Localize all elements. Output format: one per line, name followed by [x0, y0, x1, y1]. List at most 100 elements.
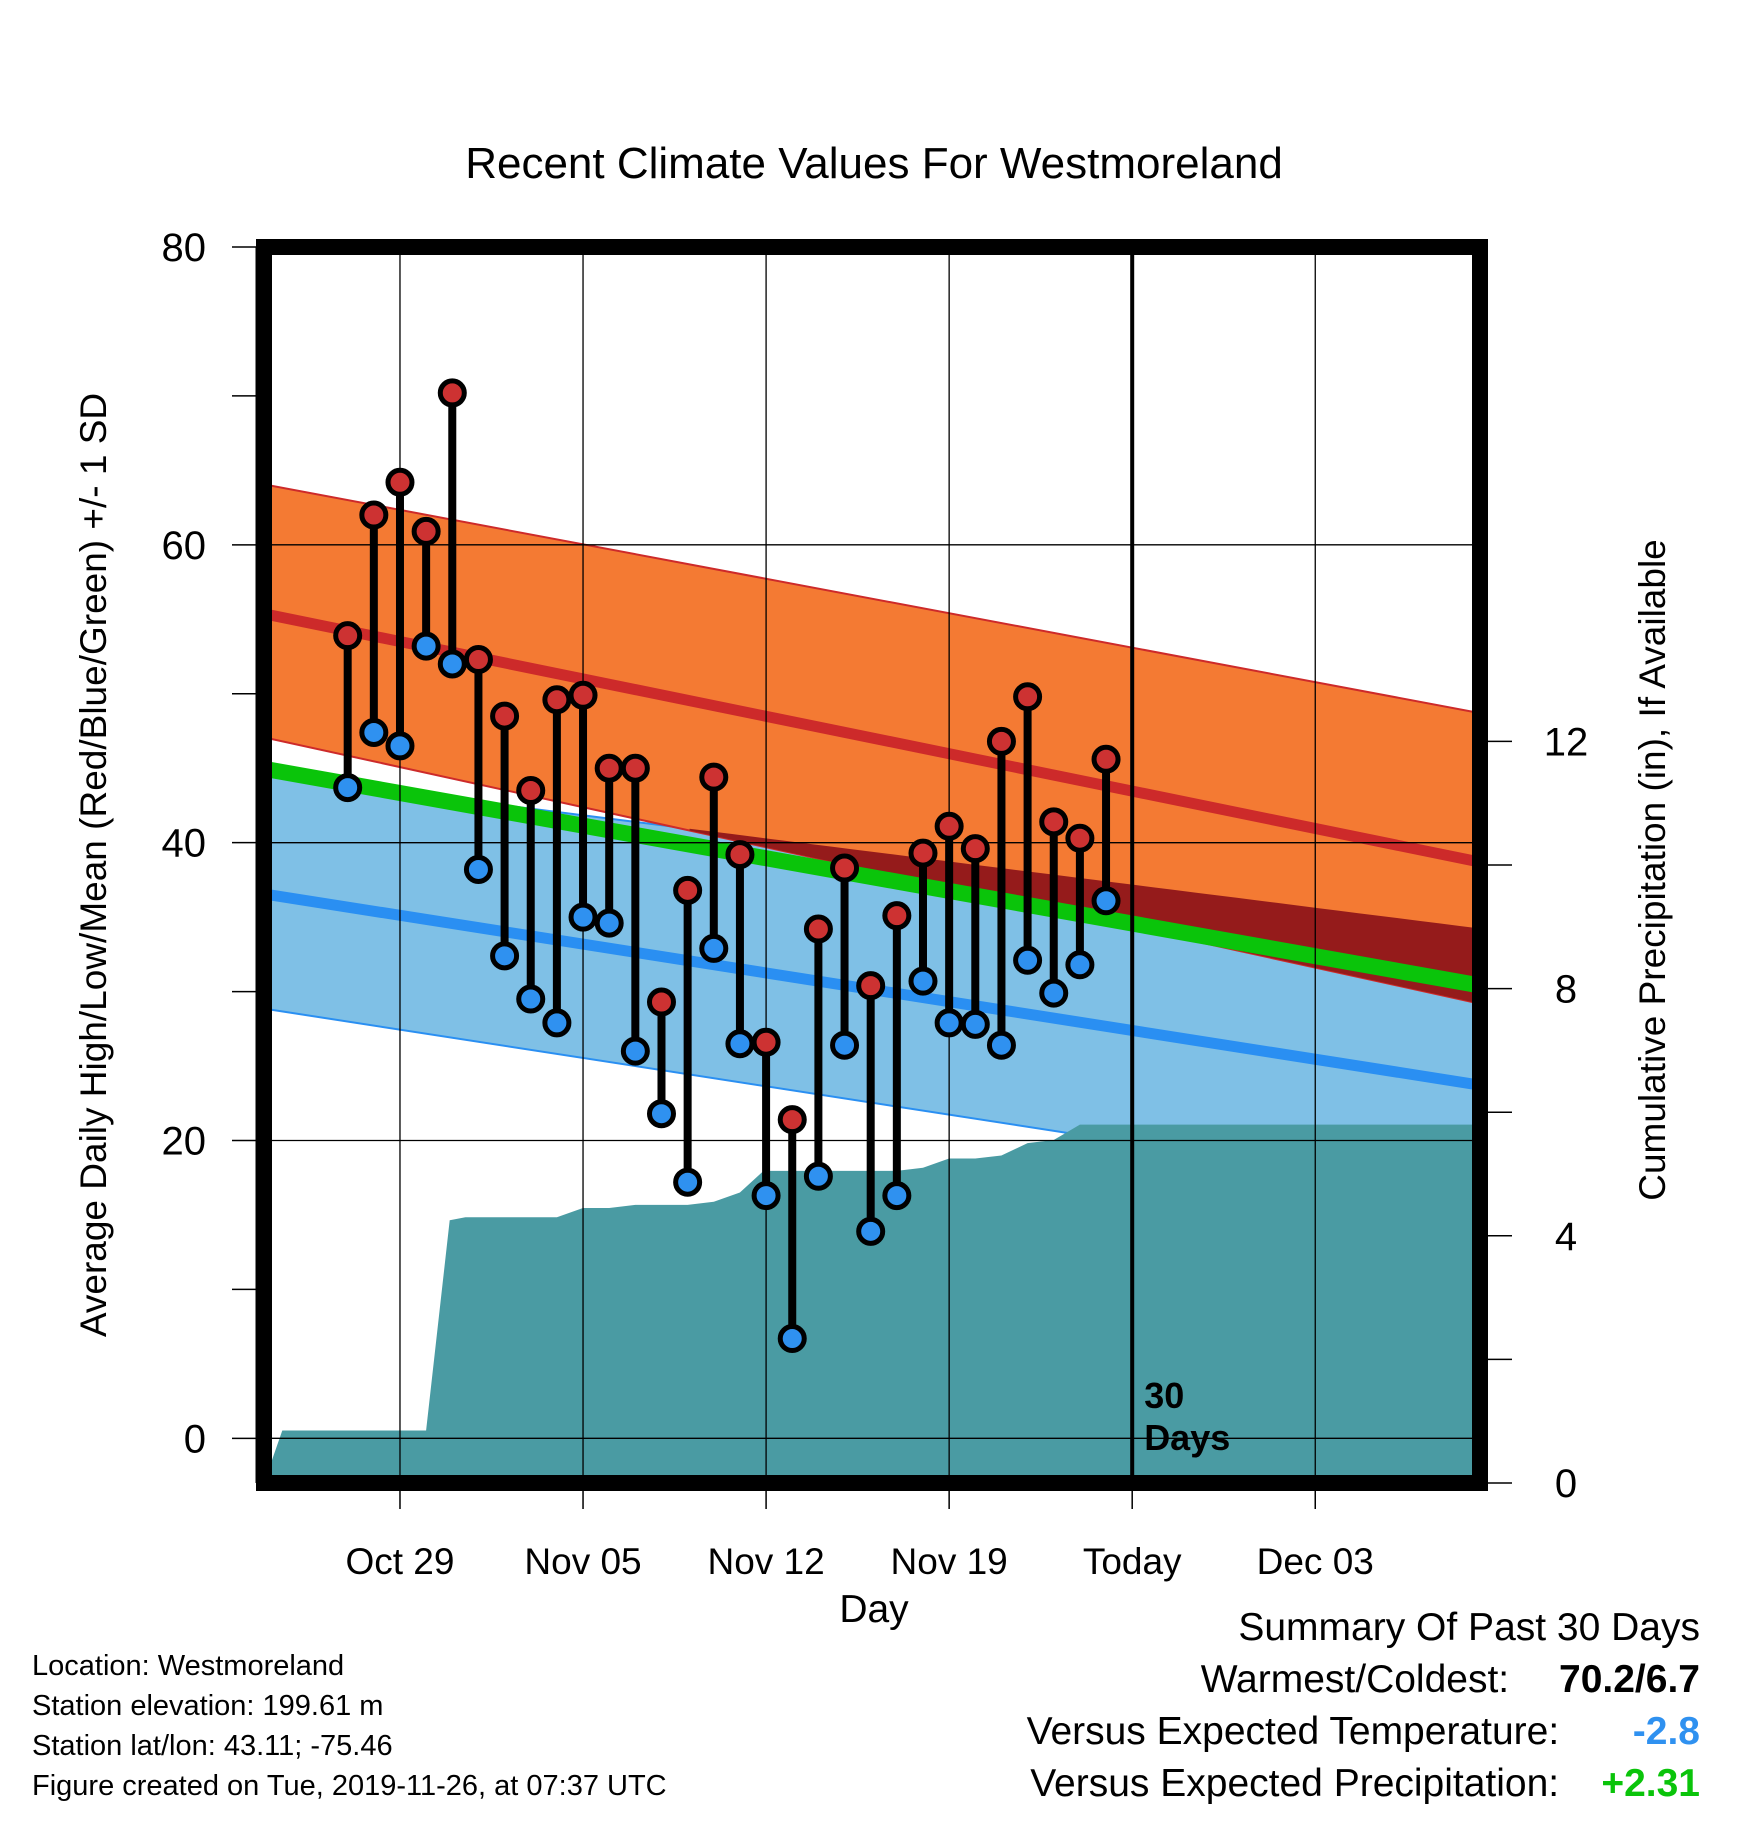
today-days-label: 30 Days	[1144, 1375, 1230, 1458]
x-tick-label: Dec 03	[1257, 1541, 1374, 1582]
obs-high-point	[1065, 823, 1095, 853]
location-text: Location: Westmoreland	[32, 1650, 345, 1682]
obs-high-point	[359, 500, 389, 530]
obs-high-point	[594, 753, 624, 783]
obs-high-point	[960, 834, 990, 864]
summary-heading: Summary Of Past 30 Days	[1238, 1606, 1700, 1649]
obs-high-point	[490, 701, 520, 731]
obs-low-point	[725, 1029, 755, 1059]
obs-high-point	[777, 1105, 807, 1135]
summary-row-precip: Versus Expected Precipitation: +2.31	[1027, 1762, 1700, 1814]
obs-low-point	[934, 1008, 964, 1038]
y-tick-label: 0	[184, 1417, 206, 1461]
obs-high-point	[411, 516, 441, 546]
y-tick-label: 40	[162, 822, 207, 866]
obs-high-point	[725, 840, 755, 870]
x-tick-label: Nov 12	[707, 1541, 824, 1582]
obs-high-point	[646, 987, 676, 1017]
x-tick-label: Today	[1083, 1541, 1182, 1582]
obs-high-point	[333, 621, 363, 651]
precip-anomaly-value: +2.31	[1601, 1762, 1700, 1805]
obs-low-point	[646, 1099, 676, 1129]
x-tick-label: Nov 05	[524, 1541, 641, 1582]
obs-high-point	[934, 811, 964, 841]
y-axis-label: Average Daily High/Low/Mean (Red/Blue/Gr…	[73, 393, 114, 1337]
obs-high-point	[1039, 807, 1069, 837]
obs-high-point	[803, 914, 833, 944]
obs-high-point	[1091, 744, 1121, 774]
obs-low-point	[856, 1216, 886, 1246]
y-tick-label: 20	[162, 1119, 207, 1163]
warmest-coldest-value: 70.2/6.7	[1559, 1658, 1700, 1701]
obs-low-point	[777, 1324, 807, 1354]
obs-low-point	[699, 933, 729, 963]
x-tick-label: Oct 29	[345, 1541, 454, 1582]
elevation-text: Station elevation: 199.61 m	[32, 1690, 384, 1722]
obs-low-point	[1065, 950, 1095, 980]
y2-tick-label: 4	[1555, 1215, 1577, 1259]
precip-area	[264, 1124, 1480, 1483]
obs-low-point	[359, 717, 389, 747]
obs-high-point	[620, 753, 650, 783]
expected-high-band	[264, 483, 1480, 1005]
obs-high-point	[908, 838, 938, 868]
y2-axis-label: Cumulative Precipitation (in), If Availa…	[1632, 539, 1673, 1201]
obs-low-point	[673, 1167, 703, 1197]
plot-frame	[256, 239, 1488, 1491]
latlon-text: Station lat/lon: 43.11; -75.46	[32, 1730, 393, 1762]
obs-high-point	[463, 644, 493, 674]
obs-high-point	[699, 762, 729, 792]
obs-low-point	[490, 941, 520, 971]
obs-low-point	[437, 649, 467, 679]
obs-low-point	[411, 631, 441, 661]
obs-low-point	[516, 984, 546, 1014]
obs-low-point	[568, 902, 598, 932]
today-days-label-line: Days	[1144, 1417, 1230, 1458]
obs-low-point	[385, 731, 415, 761]
obs-low-point	[803, 1161, 833, 1191]
obs-high-point	[856, 971, 886, 1001]
expected-mean-line	[264, 760, 1480, 994]
obs-high-point	[986, 726, 1016, 756]
obs-low-point	[960, 1009, 990, 1039]
obs-high-point	[830, 853, 860, 883]
x-tick-label: Nov 19	[891, 1541, 1008, 1582]
temp-anomaly-label: Versus Expected Temperature:	[1026, 1710, 1560, 1753]
y2-tick-label: 12	[1544, 720, 1589, 764]
obs-low-point	[333, 773, 363, 803]
obs-high-point	[516, 776, 546, 806]
obs-high-point	[751, 1027, 781, 1057]
obs-low-point	[986, 1030, 1016, 1060]
obs-low-point	[908, 966, 938, 996]
obs-low-point	[620, 1036, 650, 1066]
station-info: Location: Westmoreland Station elevation…	[32, 1646, 667, 1806]
summary-row-temp: Versus Expected Temperature: -2.8	[1027, 1710, 1700, 1762]
y2-tick-label: 8	[1555, 968, 1577, 1012]
obs-high-point	[568, 680, 598, 710]
created-text: Figure created on Tue, 2019-11-26, at 07…	[32, 1770, 667, 1802]
temp-anomaly-value: -2.8	[1632, 1710, 1700, 1753]
obs-high-point	[673, 875, 703, 905]
summary-panel: Summary Of Past 30 Days Warmest/Coldest:…	[1027, 1606, 1700, 1814]
y-tick-label: 60	[162, 524, 207, 568]
chart-title: Recent Climate Values For Westmoreland	[465, 139, 1283, 188]
obs-low-point	[1091, 886, 1121, 916]
obs-high-point	[882, 901, 912, 931]
obs-high-point	[385, 467, 415, 497]
precip-anomaly-label: Versus Expected Precipitation:	[1030, 1762, 1560, 1805]
warmest-coldest-label: Warmest/Coldest:	[1200, 1658, 1510, 1701]
obs-high-point	[437, 378, 467, 408]
obs-low-point	[1039, 978, 1069, 1008]
obs-high-point	[542, 685, 572, 715]
plot-area: 30 Days 0 20 40 60 80 0 4 8 12 Oct 29 Nov 05 Nov 12 No…	[162, 226, 1589, 1582]
obs-low-point	[463, 854, 493, 884]
plot-inner	[264, 247, 1480, 1483]
obs-low-point	[830, 1030, 860, 1060]
summary-row-extremes: Warmest/Coldest: 70.2/6.7	[1027, 1658, 1700, 1710]
y-tick-label: 80	[162, 226, 207, 270]
obs-low-point	[542, 1008, 572, 1038]
obs-low-point	[594, 908, 624, 938]
y2-tick-label: 0	[1555, 1462, 1577, 1506]
obs-low-point	[882, 1181, 912, 1211]
